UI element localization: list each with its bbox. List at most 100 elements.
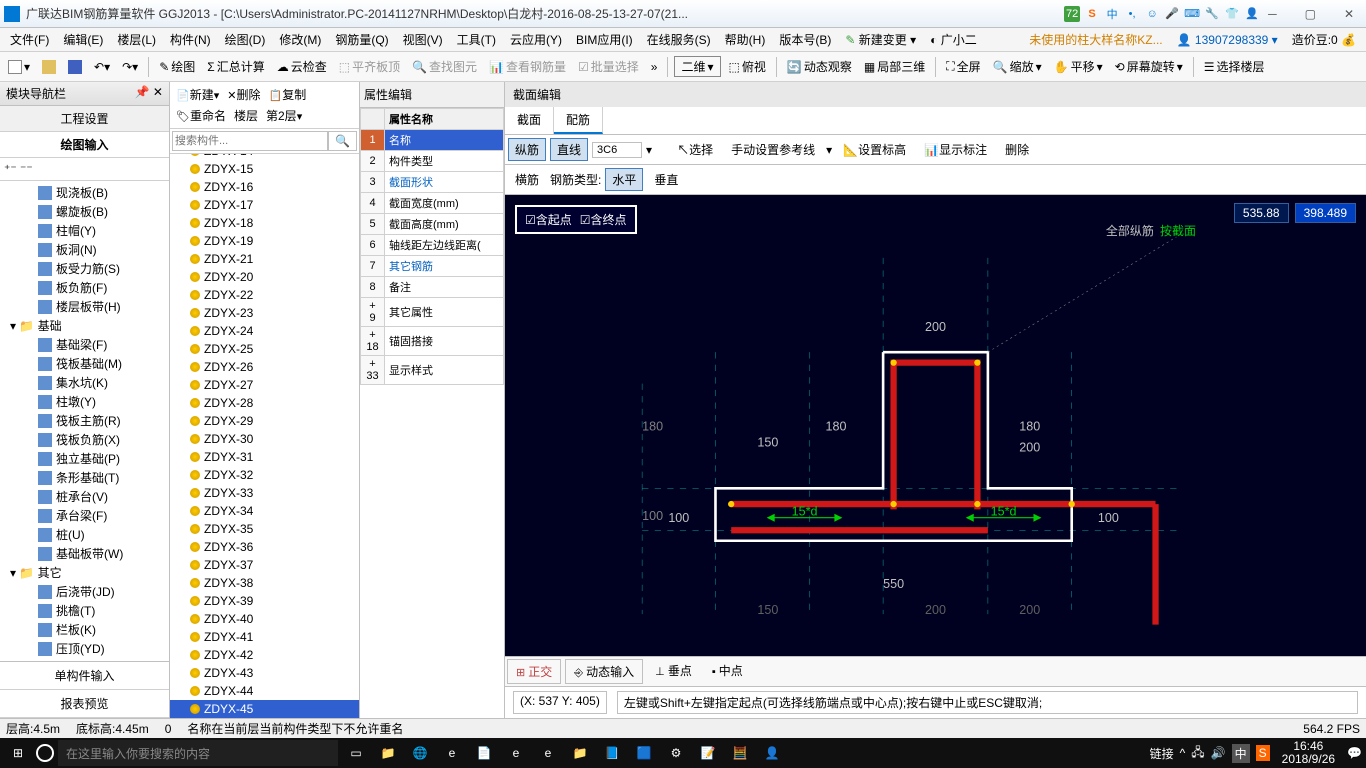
tb-new[interactable]: ▾ bbox=[4, 58, 34, 76]
menu-edit[interactable]: 编辑(E) bbox=[57, 29, 109, 50]
tree-item[interactable]: 筏板负筋(X) bbox=[2, 430, 167, 449]
list-item[interactable]: ZDYX-19 bbox=[170, 232, 359, 250]
tb-app2[interactable]: 🌐 bbox=[406, 740, 434, 766]
tree-item[interactable]: 现浇板(B) bbox=[2, 183, 167, 202]
sogou-icon[interactable]: S bbox=[1084, 6, 1100, 22]
ct-spec[interactable] bbox=[592, 142, 642, 158]
menu-file[interactable]: 文件(F) bbox=[4, 29, 55, 50]
list-item[interactable]: ZDYX-20 bbox=[170, 268, 359, 286]
tree-item[interactable]: 螺旋板(B) bbox=[2, 202, 167, 221]
tree-item[interactable]: 基础板带(W) bbox=[2, 544, 167, 563]
tb-find[interactable]: 🔍查找图元 bbox=[408, 56, 481, 77]
list-item[interactable]: ZDYX-43 bbox=[170, 664, 359, 682]
tray-vol-icon[interactable]: 🔊 bbox=[1211, 746, 1226, 760]
tray-net-icon[interactable]: 🖧 bbox=[1191, 743, 1204, 764]
canvas-tab-section[interactable]: 截面 bbox=[505, 107, 554, 134]
cs-dyn[interactable]: ⎆ 动态输入 bbox=[565, 659, 643, 684]
item-rename[interactable]: 🏷重命名 bbox=[173, 106, 229, 125]
taskview-icon[interactable]: ▭ bbox=[342, 740, 370, 766]
search-input[interactable] bbox=[172, 131, 328, 151]
list-item[interactable]: ZDYX-34 bbox=[170, 502, 359, 520]
ct-trans[interactable]: 横筋 bbox=[508, 168, 546, 191]
menu-phone[interactable]: 👤 13907298339 ▾ bbox=[1171, 31, 1284, 49]
tree-item[interactable]: 桩承台(V) bbox=[2, 487, 167, 506]
tb-flat[interactable]: ⬚平齐板顶 bbox=[335, 56, 404, 77]
smile-icon[interactable]: ☺ bbox=[1144, 6, 1160, 22]
list-item[interactable]: ZDYX-42 bbox=[170, 646, 359, 664]
ct-showdim[interactable]: 📊显示标注 bbox=[917, 138, 994, 161]
ct-select[interactable]: ↖选择 bbox=[670, 138, 720, 161]
list-item[interactable]: ZDYX-44 bbox=[170, 682, 359, 700]
tb-view-rebar[interactable]: 📊查看钢筋量 bbox=[485, 56, 570, 77]
tb-app11[interactable]: 📝 bbox=[694, 740, 722, 766]
chk-start[interactable]: ☑含起点 bbox=[525, 211, 572, 228]
list-item[interactable]: ZDYX-23 bbox=[170, 304, 359, 322]
tb-rotate[interactable]: ⟲屏幕旋转▾ bbox=[1111, 56, 1187, 77]
cs-ortho[interactable]: ⊞ 正交 bbox=[507, 659, 561, 684]
menu-help[interactable]: 帮助(H) bbox=[719, 29, 772, 50]
item-floor[interactable]: 楼层 bbox=[231, 106, 261, 125]
tb-orbit[interactable]: 🔄动态观察 bbox=[783, 56, 856, 77]
list-item[interactable]: ZDYX-32 bbox=[170, 466, 359, 484]
close-button[interactable]: ✕ bbox=[1336, 7, 1362, 21]
prop-row[interactable]: 6轴线距左边线距离( bbox=[361, 235, 504, 256]
kbd-icon[interactable]: ⌨ bbox=[1184, 6, 1200, 22]
prop-row[interactable]: 2构件类型 bbox=[361, 151, 504, 172]
list-item[interactable]: ZDYX-45 bbox=[170, 700, 359, 718]
prop-row[interactable]: 5截面高度(mm) bbox=[361, 214, 504, 235]
list-item[interactable]: ZDYX-33 bbox=[170, 484, 359, 502]
tray-notif-icon[interactable]: 💬 bbox=[1347, 746, 1362, 760]
list-item[interactable]: ZDYX-15 bbox=[170, 160, 359, 178]
list-item[interactable]: ZDYX-16 bbox=[170, 178, 359, 196]
menu-coin[interactable]: 造价豆:0 💰 bbox=[1286, 29, 1362, 50]
tree-item[interactable]: 承台梁(F) bbox=[2, 506, 167, 525]
prop-row[interactable]: 1名称 bbox=[361, 130, 504, 151]
nav-single-input[interactable]: 单构件输入 bbox=[0, 662, 169, 690]
mic-icon[interactable]: 🎤 bbox=[1164, 6, 1180, 22]
tb-open[interactable] bbox=[38, 58, 60, 76]
tb-redo[interactable]: ↷▾ bbox=[118, 58, 142, 76]
list-item[interactable]: ZDYX-36 bbox=[170, 538, 359, 556]
list-item[interactable]: ZDYX-41 bbox=[170, 628, 359, 646]
ct-vert[interactable]: 垂直 bbox=[647, 168, 685, 191]
tb-batch[interactable]: ☑批量选择 bbox=[574, 56, 643, 77]
tb-2d[interactable]: 二维▾ bbox=[674, 56, 720, 77]
tb-app6[interactable]: e bbox=[534, 740, 562, 766]
item-copy[interactable]: 📋复制 bbox=[265, 85, 309, 104]
menu-draw[interactable]: 绘图(D) bbox=[219, 29, 272, 50]
tb-app3[interactable]: e bbox=[438, 740, 466, 766]
list-item[interactable]: ZDYX-37 bbox=[170, 556, 359, 574]
tray-link[interactable]: 链接 bbox=[1150, 745, 1174, 762]
list-item[interactable]: ZDYX-22 bbox=[170, 286, 359, 304]
tree-item[interactable]: 板洞(N) bbox=[2, 240, 167, 259]
list-item[interactable]: ZDYX-17 bbox=[170, 196, 359, 214]
tb-app12[interactable]: 🧮 bbox=[726, 740, 754, 766]
list-item[interactable]: ZDYX-38 bbox=[170, 574, 359, 592]
tree-item[interactable]: 独立基础(P) bbox=[2, 449, 167, 468]
list-item[interactable]: ZDYX-40 bbox=[170, 610, 359, 628]
cortana-icon[interactable] bbox=[36, 744, 54, 762]
tree-item[interactable]: 板受力筋(S) bbox=[2, 259, 167, 278]
nav-tool-2[interactable]: ⁻⁻ bbox=[20, 162, 33, 176]
list-item[interactable]: ZDYX-18 bbox=[170, 214, 359, 232]
menu-floor[interactable]: 楼层(L) bbox=[111, 29, 162, 50]
tb-undo[interactable]: ↶▾ bbox=[90, 58, 114, 76]
menu-newchange[interactable]: ✎ 新建变更 ▾ bbox=[839, 29, 922, 50]
chk-end[interactable]: ☑含终点 bbox=[580, 211, 627, 228]
tb-full[interactable]: ⛶全屏 bbox=[942, 56, 984, 77]
tb-app10[interactable]: ⚙ bbox=[662, 740, 690, 766]
maximize-button[interactable]: ▢ bbox=[1297, 7, 1324, 21]
list-item[interactable]: ZDYX-21 bbox=[170, 250, 359, 268]
user-icon[interactable]: 👤 bbox=[1244, 6, 1260, 22]
tb-save[interactable] bbox=[64, 58, 86, 76]
tree-cat[interactable]: ▾ 📁 其它 bbox=[2, 563, 167, 582]
ct-refline[interactable]: 手动设置参考线 bbox=[724, 138, 822, 161]
ct-elev[interactable]: 📐设置标高 bbox=[836, 138, 913, 161]
nav-tool-1[interactable]: ⁺⁻ bbox=[4, 162, 17, 176]
menu-view[interactable]: 视图(V) bbox=[397, 29, 449, 50]
tb-app13[interactable]: 👤 bbox=[758, 740, 786, 766]
tb-zoom[interactable]: 🔍缩放▾ bbox=[989, 56, 1046, 77]
list-item[interactable]: ZDYX-29 bbox=[170, 412, 359, 430]
menu-comp[interactable]: 构件(N) bbox=[164, 29, 217, 50]
tb-3d[interactable]: ▦局部三维 bbox=[860, 56, 929, 77]
